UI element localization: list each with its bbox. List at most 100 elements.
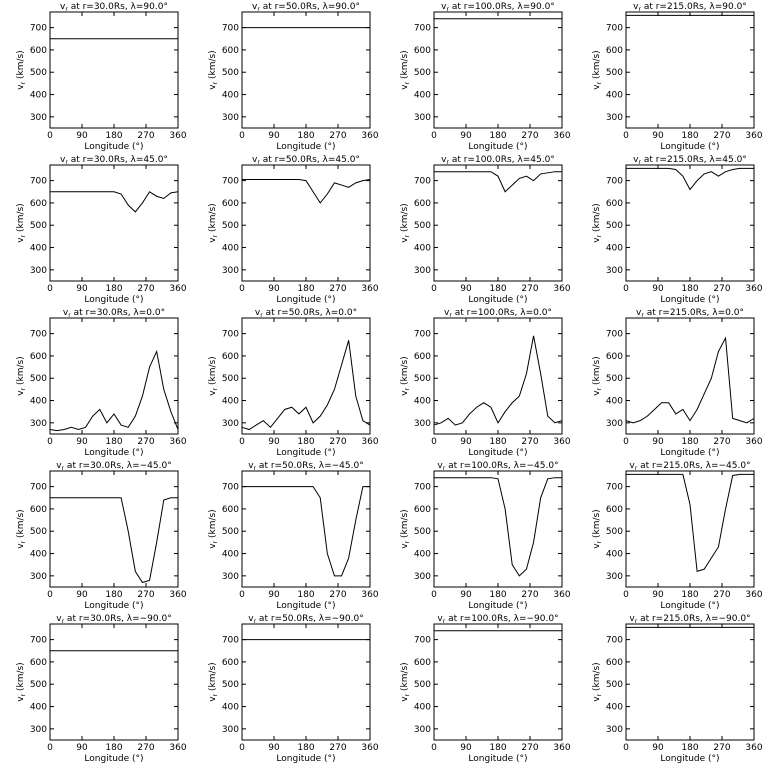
- x-tick-label: 270: [329, 131, 346, 141]
- y-tick-label: 500: [222, 527, 239, 537]
- plot-frame: [241, 623, 371, 741]
- label-part: (km/s): [400, 509, 410, 541]
- x-tick-label: 270: [521, 743, 538, 753]
- label-subscript: r: [635, 465, 638, 472]
- y-tick-label: 600: [222, 658, 239, 668]
- y-axis-label: vr (km/s): [208, 50, 219, 89]
- x-tick-label: 360: [169, 590, 186, 600]
- y-axis-label: vr (km/s): [592, 203, 603, 242]
- label-part: at r=100.0Rs, λ=−90.0°: [445, 614, 558, 624]
- x-tick-label: 360: [361, 437, 378, 447]
- label-subscript: r: [20, 81, 27, 84]
- panel: vr at r=100.0Rs, λ=0.0°0 90 180 270 36030040…: [400, 308, 571, 458]
- label-part: v: [629, 614, 635, 624]
- label-part: v: [208, 237, 218, 243]
- x-tick-label: 0: [239, 131, 245, 141]
- y-tick-label: 400: [222, 397, 239, 407]
- label-part: (km/s): [16, 50, 26, 82]
- plot-frame: [433, 470, 563, 588]
- plot-frame: [241, 317, 371, 435]
- x-tick-label: 0: [431, 743, 437, 753]
- y-tick-label: 700: [606, 24, 623, 34]
- data-line: [241, 340, 371, 431]
- x-axis-label: Longitude (°): [84, 754, 143, 764]
- label-subscript: r: [596, 387, 603, 390]
- x-tick-label: 180: [297, 284, 314, 294]
- x-axis-label: Longitude (°): [468, 295, 527, 305]
- panel: vr at r=215.0Rs, λ=90.0°0 90 180 270 3603004…: [592, 2, 763, 152]
- label-part: v: [592, 237, 602, 243]
- x-tick-label: 90: [652, 590, 664, 600]
- x-tick-label: 180: [297, 131, 314, 141]
- x-axis-label: Longitude (°): [468, 601, 527, 611]
- data-line: [625, 336, 755, 424]
- panel-title: vr at r=215.0Rs, λ=90.0°: [633, 2, 747, 13]
- label-part: v: [16, 84, 26, 90]
- y-axis-label: vr (km/s): [400, 662, 411, 701]
- x-axis-label: Longitude (°): [660, 295, 719, 305]
- plot-frame: [433, 164, 563, 282]
- panel-title: vr at r=50.0Rs, λ=−90.0°: [248, 614, 363, 625]
- x-tick-label: 360: [361, 284, 378, 294]
- y-tick-label: 500: [606, 374, 623, 384]
- x-tick-label: 0: [47, 131, 53, 141]
- y-tick-label: 700: [606, 330, 623, 340]
- panel-title: vr at r=100.0Rs, λ=0.0°: [444, 308, 552, 319]
- x-tick-label: 90: [76, 437, 88, 447]
- label-part: v: [441, 2, 447, 12]
- y-tick-label: 600: [414, 352, 431, 362]
- x-tick-label: 180: [681, 284, 698, 294]
- y-tick-label: 700: [222, 24, 239, 34]
- y-tick-label: 600: [414, 505, 431, 515]
- label-part: v: [16, 237, 26, 243]
- label-subscript: r: [212, 81, 219, 84]
- plot-frame: [433, 11, 563, 129]
- y-tick-label: 300: [414, 266, 431, 276]
- label-part: at r=50.0Rs, λ=−45.0°: [256, 461, 364, 471]
- y-tick-label: 300: [222, 419, 239, 429]
- label-part: (km/s): [592, 662, 602, 694]
- label-part: v: [592, 84, 602, 90]
- y-tick-label: 600: [606, 505, 623, 515]
- x-tick-label: 0: [47, 437, 53, 447]
- x-tick-label: 90: [460, 284, 472, 294]
- panel-title: vr at r=100.0Rs, λ=−90.0°: [437, 614, 558, 625]
- y-tick-label: 300: [606, 113, 623, 123]
- x-tick-label: 90: [76, 284, 88, 294]
- label-part: v: [400, 237, 410, 243]
- panel: vr at r=215.0Rs, λ=−45.0°0 90 180 270 360300…: [592, 461, 763, 611]
- label-part: at r=50.0Rs, λ=90.0°: [260, 2, 360, 12]
- y-tick-label: 400: [414, 397, 431, 407]
- x-tick-label: 360: [169, 131, 186, 141]
- data-line: [242, 486, 370, 577]
- label-part: (km/s): [400, 662, 410, 694]
- y-tick-label: 600: [414, 46, 431, 56]
- label-part: (km/s): [400, 203, 410, 235]
- panel-title: vr at r=100.0Rs, λ=90.0°: [441, 2, 555, 13]
- label-part: (km/s): [16, 509, 26, 541]
- x-tick-label: 0: [239, 590, 245, 600]
- x-tick-label: 360: [169, 284, 186, 294]
- label-part: (km/s): [592, 50, 602, 82]
- x-axis-label: Longitude (°): [84, 142, 143, 152]
- y-tick-label: 600: [606, 352, 623, 362]
- panel-title: vr at r=50.0Rs, λ=45.0°: [252, 155, 360, 166]
- label-part: v: [60, 155, 66, 165]
- x-tick-label: 360: [553, 131, 570, 141]
- label-subscript: r: [404, 234, 411, 237]
- data-line: [626, 167, 754, 191]
- y-tick-label: 700: [606, 636, 623, 646]
- x-tick-label: 360: [361, 131, 378, 141]
- x-axis-label: Longitude (°): [468, 142, 527, 152]
- label-part: v: [56, 614, 62, 624]
- label-part: v: [629, 461, 635, 471]
- y-tick-label: 500: [606, 680, 623, 690]
- panel-title: vr at r=30.0Rs, λ=−45.0°: [56, 461, 171, 472]
- label-part: at r=100.0Rs, λ=−45.0°: [445, 461, 558, 471]
- label-part: v: [592, 696, 602, 702]
- label-part: at r=30.0Rs, λ=−90.0°: [64, 614, 172, 624]
- label-part: v: [252, 155, 258, 165]
- y-tick-label: 300: [222, 572, 239, 582]
- panel: vr at r=100.0Rs, λ=90.0°0 90 180 270 3603004…: [400, 2, 571, 152]
- x-tick-label: 180: [489, 590, 506, 600]
